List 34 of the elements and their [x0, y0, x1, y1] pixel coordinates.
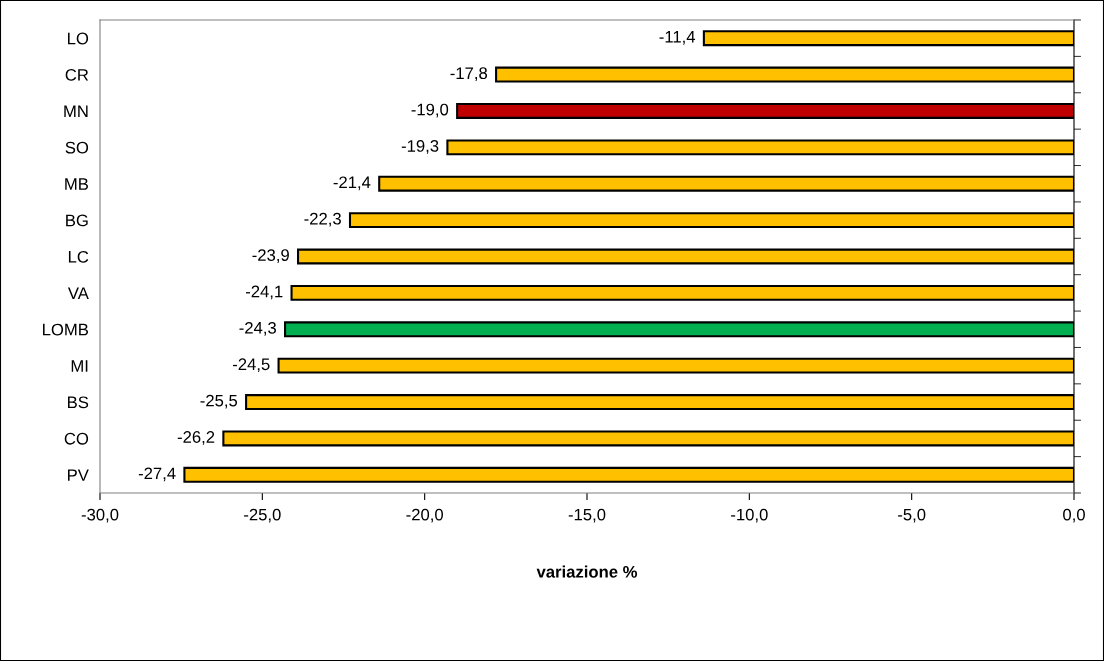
x-tick-label: -15,0: [568, 508, 606, 523]
data-label: -24,3: [239, 321, 276, 336]
data-label: -25,5: [200, 394, 238, 409]
y-tick-label: CR: [65, 68, 89, 81]
y-tick-label: SO: [65, 141, 89, 154]
data-label: -27,4: [138, 467, 176, 482]
data-label: -26,2: [177, 431, 215, 445]
x-tick-label: 0,0: [1063, 508, 1085, 523]
y-tick-label: MI: [71, 360, 88, 372]
y-tick-label: LO: [68, 32, 89, 45]
y-tick-label: BS: [68, 396, 89, 409]
data-label: -19,3: [401, 140, 439, 154]
x-tick-label: -30,0: [81, 508, 119, 523]
y-tick-label: MN: [64, 105, 88, 117]
data-label: -22,3: [304, 212, 341, 227]
data-label: -17,8: [450, 67, 488, 82]
x-tick-label: -20,0: [406, 508, 444, 523]
y-tick-label: MB: [65, 178, 89, 190]
y-tick-label: LOMB: [43, 323, 89, 336]
x-axis-title: variazione %: [536, 565, 638, 578]
y-tick-label: VA: [67, 287, 89, 299]
y-tick-label: BG: [66, 214, 88, 227]
y-tick-label: PV: [68, 469, 89, 481]
data-label: -23,9: [252, 249, 289, 263]
y-tick-label: CO: [64, 432, 89, 445]
x-tick-label: -10,0: [731, 508, 768, 523]
data-label: -21,4: [333, 176, 371, 191]
data-label: -24,5: [232, 358, 270, 373]
x-tick-label: -5,0: [898, 508, 926, 523]
data-label: -11,4: [659, 31, 696, 45]
x-tick-label: -25,0: [244, 508, 281, 523]
data-label: -24,1: [245, 285, 283, 300]
data-label: -19,0: [411, 103, 449, 118]
y-tick-label: LC: [68, 250, 89, 263]
